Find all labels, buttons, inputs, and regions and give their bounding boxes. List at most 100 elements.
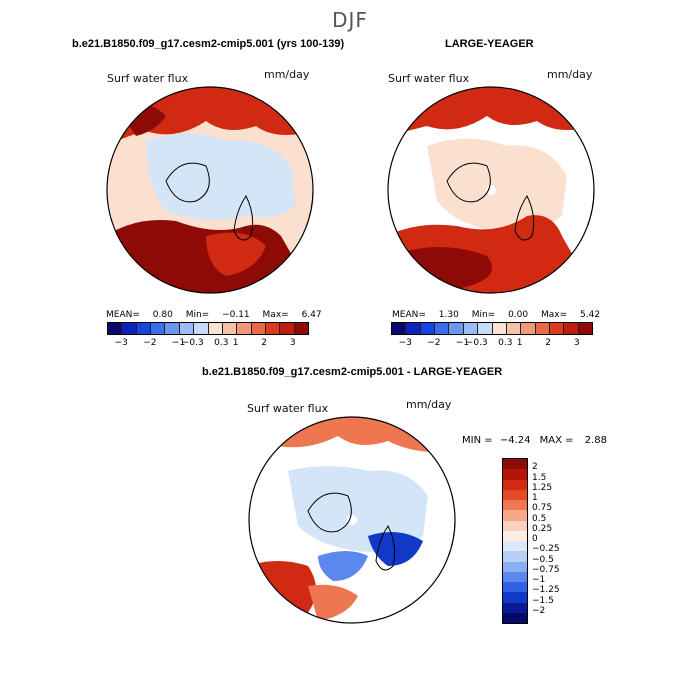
diff-colorbar-tick-label: −0.75 (532, 564, 560, 575)
left-stats: MEAN= 0.80 Min= −0.11 Max= 6.47 (106, 310, 322, 320)
left-colorbar-tick-label: 2 (261, 338, 268, 348)
page-title: DJF (332, 8, 368, 32)
diff-colorbar-swatch (503, 530, 527, 541)
left-atlantic-red (206, 232, 266, 276)
diff-colorbar-swatch (503, 541, 527, 552)
right-colorbar-swatch (521, 323, 536, 334)
diff-units-label: mm/day (406, 398, 452, 411)
diff-colorbar-tick-label: 1 (532, 493, 538, 503)
left-colorbar-swatch (222, 323, 238, 334)
diff-colorbar-swatch (503, 479, 527, 490)
diff-atlantic-red (249, 561, 316, 623)
diff-colorbar-tick-label: −0.5 (532, 554, 554, 565)
diff-stats: MIN = −4.24 MAX = 2.88 (462, 435, 607, 446)
right-panel-title: LARGE-YEAGER (445, 38, 534, 50)
left-colorbar-swatch (151, 323, 166, 334)
left-colorbar-tick-label: 3 (289, 338, 296, 348)
right-colorbar-swatch (564, 323, 579, 334)
left-colorbar-swatch (294, 323, 309, 334)
diff-colorbar-swatch (503, 489, 527, 500)
diff-colorbar-tick-label: 0.75 (532, 503, 553, 514)
right-colorbar-swatch (506, 323, 522, 334)
right-pole-hole (486, 185, 496, 195)
right-colorbar-swatch (392, 323, 407, 334)
left-colorbar-swatch (194, 323, 209, 334)
diff-min-label: MIN = (462, 435, 493, 446)
left-colorbar-ticks: −3 −2 −1 −0.3 0.3 1 2 3 (107, 338, 307, 350)
right-colorbar-swatch (449, 323, 464, 334)
diff-min-value: −4.24 (499, 435, 531, 446)
left-panel-title: b.e21.B1850.f09_g17.cesm2-cmip5.001 (yrs… (72, 38, 345, 50)
left-colorbar-tick-label: 1 (232, 338, 239, 348)
diff-mid-blue-anomaly (318, 551, 368, 581)
diff-colorbar-swatch (503, 510, 527, 521)
diff-map-border (248, 416, 456, 624)
right-units-label: mm/day (547, 68, 593, 81)
right-colorbar-swatch (435, 323, 450, 334)
right-max-value: 5.42 (580, 310, 601, 320)
left-colorbar-swatch (265, 323, 281, 334)
left-max-value: 6.47 (301, 310, 322, 320)
left-max-label: Max= (262, 310, 289, 320)
right-colorbar-tick-label: −1 (455, 338, 470, 348)
diff-colorbar-tick-label: −0.25 (532, 544, 560, 555)
right-colorbar-swatch (420, 323, 436, 334)
right-colorbar-tick-label: −2 (427, 338, 441, 348)
left-colorbar-tick-label: −0.3 (181, 338, 204, 348)
diff-colorbar-swatch (503, 582, 527, 593)
left-colorbar-swatch (251, 323, 266, 334)
diff-max-label: MAX = (539, 435, 574, 446)
left-min-label: Min= (185, 310, 210, 320)
right-colorbar-swatch (578, 323, 593, 334)
left-colorbar-swatch (165, 323, 180, 334)
right-mean-value: 1.30 (438, 310, 459, 320)
diff-colorbar-tick-label: −1 (532, 575, 546, 585)
left-colorbar-swatch (179, 323, 195, 334)
diff-colorbar-swatch (503, 551, 527, 562)
diff-coastline (307, 492, 352, 533)
diff-colorbar-swatch (503, 520, 527, 531)
left-polar-map (106, 86, 314, 294)
right-greenland-coast (514, 195, 535, 241)
right-map-border (387, 86, 595, 294)
diff-colorbar (502, 458, 528, 624)
diff-colorbar-tick-label: −1.5 (532, 595, 554, 606)
diff-colorbar-tick-label: 0.25 (532, 523, 553, 534)
left-arctic-basin (146, 133, 296, 220)
diff-atlantic-orange (308, 584, 358, 621)
right-stats: MEAN= 1.30 Min= 0.00 Max= 5.42 (392, 310, 600, 320)
right-colorbar-tick-label: 3 (573, 338, 580, 348)
left-colorbar-swatch (237, 323, 252, 334)
diff-colorbar-swatch (503, 561, 527, 572)
left-colorbar-swatch (280, 323, 295, 334)
left-colorbar (107, 322, 309, 335)
diff-colorbar-tick-label: 1.5 (532, 472, 547, 483)
diff-colorbar-swatch (503, 500, 527, 511)
diff-pole-hole (347, 515, 357, 525)
right-colorbar (391, 322, 593, 335)
left-colorbar-tick-label: −2 (143, 338, 157, 348)
right-min-label: Min= (471, 310, 496, 320)
diff-colorbar-tick-label: 0.5 (532, 513, 547, 524)
diff-colorbar-tick-label: 0 (532, 534, 538, 544)
right-colorbar-tick-label: 2 (545, 338, 552, 348)
diff-greenland-coast (375, 525, 396, 571)
diff-variable-label: Surf water flux (247, 402, 329, 415)
diff-max-value: 2.88 (584, 435, 607, 446)
diff-colorbar-swatch (503, 602, 527, 613)
diff-colorbar-tick-label: 2 (532, 462, 538, 473)
diff-colorbar-tick-label: −1.25 (532, 585, 560, 596)
right-colorbar-tick-label: −3 (398, 338, 412, 348)
left-units-label: mm/day (264, 68, 310, 81)
right-max-label: Max= (541, 310, 568, 320)
left-colorbar-swatch (208, 323, 223, 334)
diff-polar-map (248, 416, 456, 624)
diff-arctic-basin (288, 466, 428, 552)
left-colorbar-swatch (122, 323, 137, 334)
left-mean-label: MEAN= (106, 310, 140, 320)
diff-panel-title: b.e21.B1850.f09_g17.cesm2-cmip5.001 - LA… (202, 366, 503, 378)
diff-blue-anomaly (368, 532, 423, 566)
right-colorbar-swatch (463, 323, 479, 334)
left-coastline (165, 162, 210, 203)
left-colorbar-tick-label: −3 (114, 338, 128, 348)
